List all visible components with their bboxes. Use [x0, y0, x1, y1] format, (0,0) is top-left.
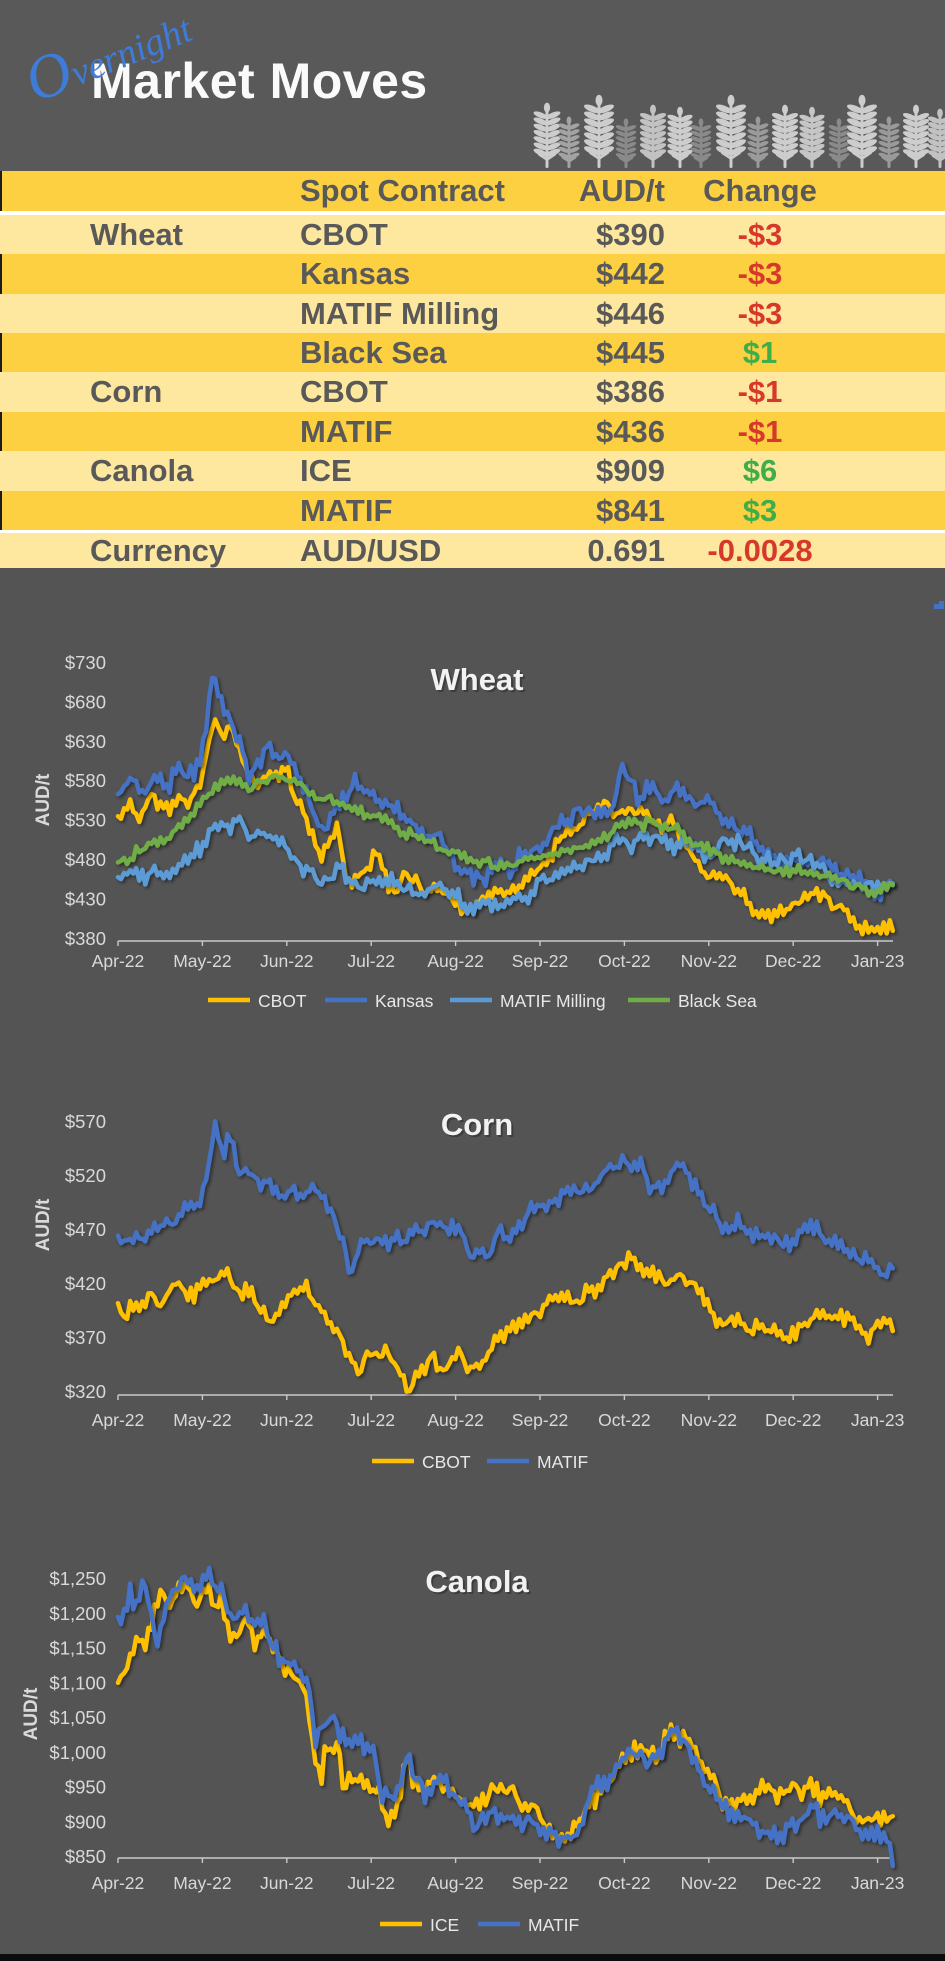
svg-text:Aug-22: Aug-22	[427, 951, 483, 971]
svg-text:$850: $850	[65, 1846, 106, 1867]
svg-text:$900: $900	[65, 1811, 106, 1832]
svg-text:Jul-22: Jul-22	[347, 1410, 395, 1430]
svg-text:$1,000: $1,000	[49, 1742, 106, 1763]
svg-text:Aug-22: Aug-22	[427, 1410, 483, 1430]
svg-text:$320: $320	[65, 1381, 106, 1402]
svg-text:Black Sea: Black Sea	[678, 991, 757, 1011]
svg-text:Jan-23: Jan-23	[851, 1410, 905, 1430]
svg-text:Jun-22: Jun-22	[260, 1873, 314, 1893]
svg-text:Dec-22: Dec-22	[765, 1873, 821, 1893]
svg-text:Aug-22: Aug-22	[427, 1873, 483, 1893]
svg-text:CBOT: CBOT	[258, 991, 307, 1011]
svg-text:$1,150: $1,150	[49, 1638, 106, 1659]
svg-text:Sep-22: Sep-22	[512, 1410, 568, 1430]
svg-text:$1,250: $1,250	[49, 1568, 106, 1589]
svg-text:AUD/t: AUD/t	[33, 773, 54, 826]
svg-text:Wheat: Wheat	[431, 662, 524, 697]
svg-text:Jun-22: Jun-22	[260, 951, 314, 971]
svg-text:$530: $530	[65, 810, 106, 831]
svg-text:Dec-22: Dec-22	[765, 951, 821, 971]
svg-text:$420: $420	[65, 1273, 106, 1294]
svg-text:$380: $380	[65, 928, 106, 949]
svg-text:Oct-22: Oct-22	[598, 951, 651, 971]
svg-text:ICE: ICE	[430, 1915, 459, 1935]
svg-text:AUD/t: AUD/t	[33, 1198, 54, 1251]
svg-text:$480: $480	[65, 849, 106, 870]
svg-text:Dec-22: Dec-22	[765, 1410, 821, 1430]
svg-text:$680: $680	[65, 691, 106, 712]
svg-text:$580: $580	[65, 770, 106, 791]
svg-text:Wheat: Wheat	[433, 664, 526, 699]
svg-text:CBOT: CBOT	[422, 1452, 471, 1472]
svg-text:Nov-22: Nov-22	[681, 1410, 737, 1430]
svg-text:Corn: Corn	[441, 1107, 513, 1142]
svg-text:May-22: May-22	[173, 951, 231, 971]
svg-text:MATIF: MATIF	[528, 1915, 579, 1935]
svg-text:May-22: May-22	[173, 1410, 231, 1430]
svg-text:Jan-23: Jan-23	[851, 1873, 905, 1893]
svg-text:Apr-22: Apr-22	[92, 1410, 145, 1430]
svg-text:Canola: Canola	[425, 1564, 529, 1599]
svg-text:Sep-22: Sep-22	[512, 1873, 568, 1893]
svg-text:Nov-22: Nov-22	[681, 951, 737, 971]
svg-text:$630: $630	[65, 731, 106, 752]
svg-text:Jul-22: Jul-22	[347, 951, 395, 971]
svg-text:$1,050: $1,050	[49, 1707, 106, 1728]
svg-text:MATIF: MATIF	[537, 1452, 588, 1472]
svg-text:Corn: Corn	[443, 1109, 515, 1144]
svg-text:$1,200: $1,200	[49, 1603, 106, 1624]
svg-text:Sep-22: Sep-22	[512, 951, 568, 971]
svg-text:Kansas: Kansas	[375, 991, 434, 1011]
svg-text:Jul-22: Jul-22	[347, 1873, 395, 1893]
svg-text:$470: $470	[65, 1219, 106, 1240]
svg-text:MATIF Milling: MATIF Milling	[500, 991, 606, 1011]
svg-text:$950: $950	[65, 1777, 106, 1798]
svg-text:$370: $370	[65, 1327, 106, 1348]
svg-text:AUD/t: AUD/t	[21, 1687, 42, 1740]
svg-text:$520: $520	[65, 1165, 106, 1186]
svg-text:$430: $430	[65, 888, 106, 909]
svg-text:May-22: May-22	[173, 1873, 231, 1893]
svg-text:Jan-23: Jan-23	[851, 951, 905, 971]
svg-text:$730: $730	[65, 652, 106, 673]
svg-text:Canola: Canola	[427, 1566, 531, 1601]
svg-text:Jun-22: Jun-22	[260, 1410, 314, 1430]
svg-text:$1,100: $1,100	[49, 1672, 106, 1693]
svg-text:Apr-22: Apr-22	[92, 1873, 145, 1893]
svg-text:Nov-22: Nov-22	[681, 1873, 737, 1893]
svg-text:Oct-22: Oct-22	[598, 1410, 651, 1430]
svg-text:Oct-22: Oct-22	[598, 1873, 651, 1893]
svg-text:$570: $570	[65, 1111, 106, 1132]
svg-text:Apr-22: Apr-22	[92, 951, 145, 971]
